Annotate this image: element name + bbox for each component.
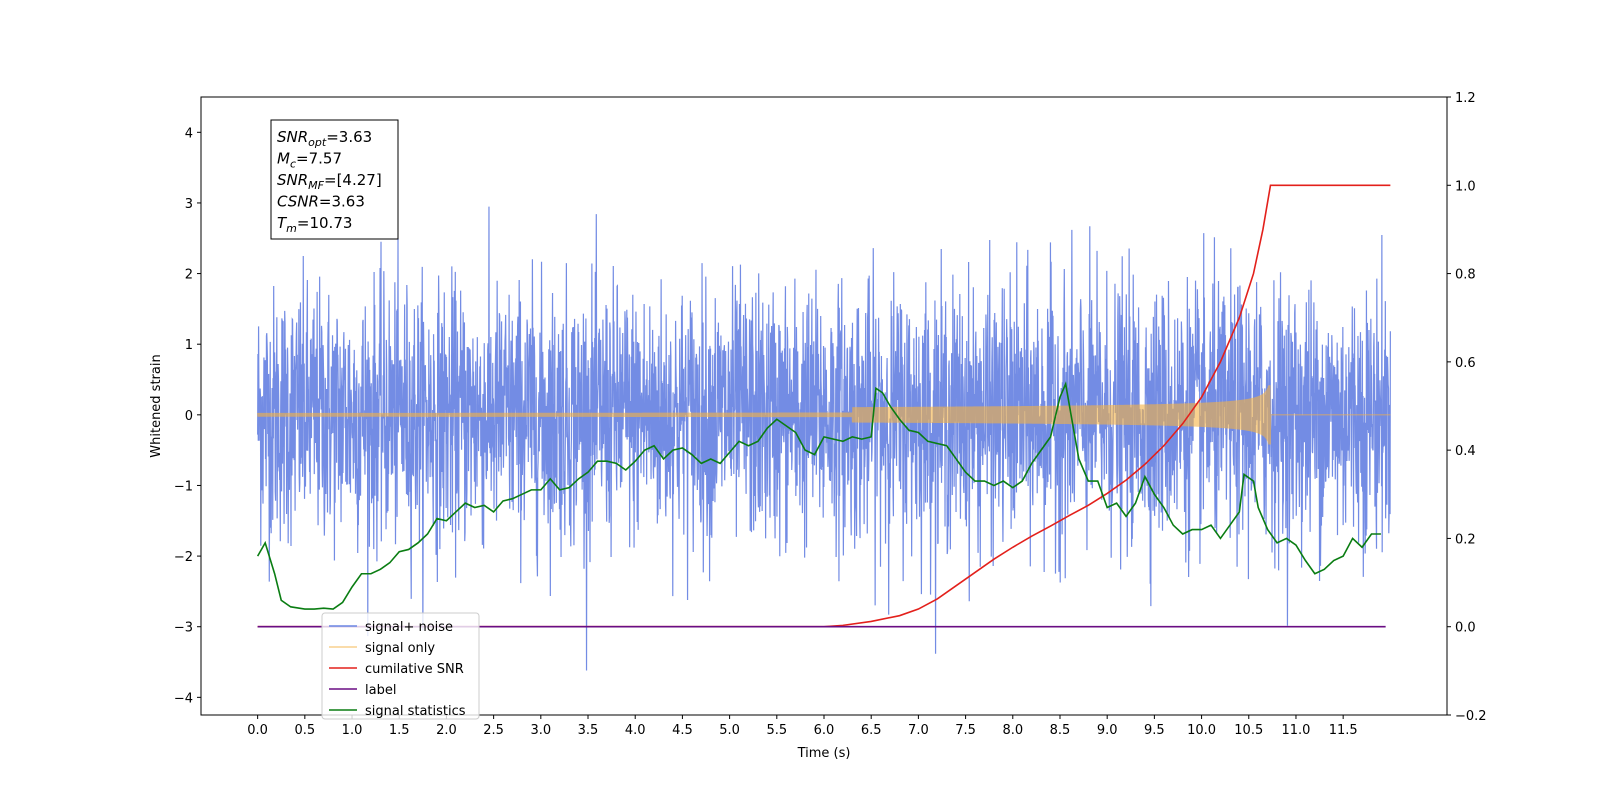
info-box-line: CSNR=3.63 [277,193,365,211]
legend: signal+ noise signal only cumilative SNR la… [321,612,480,720]
info-var: CSNR [277,193,319,211]
x-tick-label: 8.0 [1002,723,1023,738]
series-cumilative-snr-line [257,184,1391,628]
info-value: =3.63 [319,193,365,211]
x-tick-label: 5.0 [719,723,740,738]
x-axis-title: Time (s) [797,746,851,761]
info-box-frame [270,119,399,240]
info-box-line: SNRMF=[4.27] [277,171,382,192]
y-tick-label: 4 [185,126,193,141]
series-layer [256,184,1391,671]
x-tick-label: 6.5 [861,723,882,738]
x-tick-label: 6.0 [814,723,835,738]
y2-tick-label: 1.2 [1455,91,1476,106]
y-tick-label: −3 [174,621,193,636]
y-tick-label: −4 [174,691,193,706]
x-tick-label: 8.5 [1050,723,1071,738]
info-box: SNRopt=3.63Mc=7.57SNRMF=[4.27]CSNR=3.63T… [270,119,399,240]
info-value: =3.63 [326,128,372,146]
info-sub: MF [308,179,324,192]
info-var: SNR [277,171,308,189]
y2-tick-label: 0.4 [1455,444,1476,459]
x-tick-label: 9.5 [1144,723,1165,738]
x-tick-label: 11.5 [1329,723,1358,738]
series-signal-only-line [257,385,1391,445]
legend-label: signal only [365,641,435,656]
x-tick-label: 3.0 [530,723,551,738]
x-tick-label: 0.0 [247,723,268,738]
info-box-line: SNRopt=3.63 [277,128,372,149]
y2-tick-label: 0.0 [1455,621,1476,636]
legend-label: cumilative SNR [365,662,464,677]
x-tick-label: 7.0 [908,723,929,738]
x-tick-label: 10.5 [1234,723,1263,738]
x-tick-label: 3.5 [578,723,599,738]
x-tick-label: 5.5 [766,723,787,738]
x-tick-label: 2.0 [436,723,457,738]
y2-tick-label: 0.2 [1455,532,1476,547]
info-value: =7.57 [296,150,342,168]
y-tick-label: 2 [185,268,193,283]
series-signal-statistics-line [256,381,1381,610]
x-tick-label: 10.0 [1187,723,1216,738]
y-tick-label: 1 [185,338,193,353]
info-box-line: Mc=7.57 [277,150,342,171]
y-axis-title: Whitened strain [149,354,164,457]
info-sub: opt [308,136,327,149]
legend-label: signal statistics [365,704,466,719]
x-tick-label: 4.5 [672,723,693,738]
info-var: SNR [277,128,308,146]
info-value: =[4.27] [324,171,382,189]
info-var: T [277,214,288,232]
x-tick-label: 4.0 [625,723,646,738]
x-axis: 0.0 0.5 1.0 1.5 2.0 2.5 3.0 3.5 4.0 4.5 5.0 5.5 6.0 6… [247,715,1358,738]
series-signal-noise-line [257,206,1391,671]
x-tick-label: 1.5 [389,723,410,738]
y-tick-label: 3 [185,197,193,212]
info-var: M [277,150,290,168]
y-tick-label: −1 [174,479,193,494]
info-sub: c [290,158,296,171]
info-sub: m [286,222,297,235]
x-tick-label: 0.5 [294,723,315,738]
x-tick-label: 2.5 [483,723,504,738]
x-tick-label: 9.0 [1097,723,1118,738]
y2-tick-label: −0.2 [1455,709,1487,724]
y-axis-left: 4 3 2 1 0 −1 −2 −3 −4 [174,126,201,706]
info-value: =10.73 [297,214,353,232]
y2-tick-label: 0.6 [1455,356,1476,371]
x-tick-label: 11.0 [1281,723,1310,738]
legend-frame [321,612,480,720]
y-tick-label: −2 [174,550,193,565]
y2-tick-label: 1.0 [1455,179,1476,194]
info-box-line: Tm=10.73 [277,214,352,235]
y2-tick-label: 0.8 [1455,268,1476,283]
x-tick-label: 7.5 [955,723,976,738]
y-axis-right: 1.2 1.0 0.8 0.6 0.4 0.2 0.0 −0.2 [1447,91,1487,724]
legend-label: label [365,683,396,698]
x-tick-label: 1.0 [342,723,363,738]
y-tick-label: 0 [185,409,193,424]
legend-label: signal+ noise [365,620,453,635]
